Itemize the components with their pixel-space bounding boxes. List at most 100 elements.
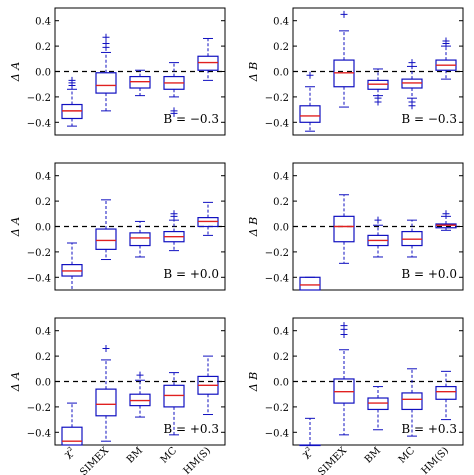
- outlier-marker: [102, 33, 110, 41]
- box-SIMEX: [333, 322, 355, 436]
- outlier-marker: [102, 40, 110, 48]
- box-χ²: [61, 76, 83, 127]
- y-tick-label: 0.0: [273, 223, 289, 234]
- box-SIMEX: [95, 199, 117, 261]
- y-tick-label: 0.2: [273, 352, 289, 363]
- box-SIMEX: [333, 194, 355, 264]
- panel-annotation: B = −0.3: [163, 112, 219, 126]
- box-SIMEX: [95, 344, 117, 442]
- panel-A-neg: 0.4 0.2 0.0 −0.2 −0.4 Δ A B = −0.3: [9, 7, 226, 136]
- category-label: χ²: [62, 445, 77, 460]
- y-tick-label: −0.2: [27, 248, 51, 259]
- y-tick-label: 0.4: [273, 327, 289, 338]
- panel-B-zero: 0.4 0.2 0.0 −0.2 −0.4 Δ B B = +0.0: [247, 162, 464, 291]
- category-label: MC: [159, 445, 180, 466]
- iqr-box: [401, 392, 423, 411]
- box-BM: [129, 371, 151, 418]
- y-tick-label: 0.4: [273, 17, 289, 28]
- box-χ²: [299, 71, 321, 132]
- box-SIMEX: [333, 10, 355, 108]
- category-label: HM(S): [420, 445, 452, 475]
- outlier-marker: [306, 71, 314, 79]
- box-χ²: [299, 276, 321, 291]
- y-tick-label: −0.2: [265, 403, 289, 414]
- box-BM: [367, 386, 389, 431]
- box-MC: [401, 219, 423, 258]
- iqr-box: [299, 276, 321, 291]
- outlier-marker: [442, 37, 450, 45]
- y-tick-label: 0.0: [35, 68, 51, 79]
- y-tick-label: −0.2: [265, 248, 289, 259]
- panel-B-neg: 0.4 0.2 0.0 −0.2 −0.4 Δ B B = −0.3: [247, 7, 464, 136]
- category-label: HM(S): [182, 445, 214, 475]
- y-tick-label: −0.4: [27, 118, 51, 129]
- y-tick-label: 0.2: [273, 42, 289, 53]
- box-HM(S): [197, 37, 219, 81]
- box-MC: [401, 59, 423, 110]
- box-MC: [163, 62, 185, 117]
- box-HM(S): [435, 370, 457, 421]
- box-MC: [163, 210, 185, 252]
- panel-annotation: B = +0.3: [163, 422, 219, 436]
- box-BM: [129, 69, 151, 97]
- y-axis-label: Δ B: [247, 217, 260, 238]
- y-tick-label: −0.4: [265, 118, 289, 129]
- y-tick-label: −0.2: [27, 93, 51, 104]
- panel-annotation: B = +0.3: [401, 422, 457, 436]
- y-tick-label: −0.4: [265, 428, 289, 439]
- y-axis-label: Δ B: [247, 372, 260, 393]
- y-tick-label: −0.2: [265, 93, 289, 104]
- outlier-marker: [374, 216, 382, 224]
- outlier-marker: [170, 109, 178, 117]
- y-tick-label: 0.2: [35, 352, 51, 363]
- y-tick-label: −0.4: [27, 273, 51, 284]
- panel-annotation: B = +0.0: [401, 267, 457, 281]
- category-label: χ²: [300, 445, 315, 460]
- y-tick-label: 0.4: [35, 327, 51, 338]
- panel-annotation: B = +0.0: [163, 267, 219, 281]
- iqr-box: [435, 385, 457, 400]
- y-tick-label: 0.2: [35, 42, 51, 53]
- outlier-marker: [136, 371, 144, 379]
- y-tick-label: 0.0: [35, 378, 51, 389]
- outlier-marker: [170, 210, 178, 218]
- box-BM: [129, 220, 151, 258]
- box-MC: [401, 368, 423, 437]
- y-axis-label: Δ A: [9, 62, 22, 82]
- outlier-marker: [408, 102, 416, 110]
- category-label: BM: [363, 445, 383, 465]
- iqr-box: [61, 426, 83, 446]
- iqr-box: [299, 105, 321, 123]
- panel-A-zero: 0.4 0.2 0.0 −0.2 −0.4 Δ A B = +0.0: [9, 162, 226, 291]
- category-label: BM: [125, 445, 145, 465]
- category-label: SIMEX: [316, 445, 349, 475]
- outlier-marker: [408, 59, 416, 67]
- box-BM: [367, 68, 389, 106]
- y-tick-label: 0.0: [35, 223, 51, 234]
- y-axis-label: Δ A: [9, 217, 22, 237]
- outlier-marker: [340, 10, 348, 18]
- box-HM(S): [197, 355, 219, 416]
- box-χ²: [61, 242, 83, 290]
- box-SIMEX: [95, 33, 117, 112]
- iqr-box: [95, 72, 117, 94]
- box-MC: [163, 372, 185, 436]
- y-tick-label: −0.2: [27, 403, 51, 414]
- y-tick-label: 0.4: [273, 172, 289, 183]
- y-tick-label: 0.2: [35, 197, 51, 208]
- y-tick-label: −0.4: [27, 428, 51, 439]
- category-label: MC: [397, 445, 418, 466]
- iqr-box: [333, 215, 355, 243]
- y-axis-label: Δ B: [247, 62, 260, 83]
- box-χ²: [61, 402, 83, 446]
- iqr-box: [299, 444, 321, 447]
- box-χ²: [299, 417, 321, 447]
- y-tick-label: 0.4: [35, 17, 51, 28]
- outlier-marker: [102, 344, 110, 352]
- panel-annotation: B = −0.3: [401, 112, 457, 126]
- y-tick-label: 0.4: [35, 172, 51, 183]
- outlier-marker: [374, 98, 382, 106]
- outlier-marker: [442, 210, 450, 218]
- box-BM: [367, 216, 389, 258]
- iqr-box: [95, 228, 117, 250]
